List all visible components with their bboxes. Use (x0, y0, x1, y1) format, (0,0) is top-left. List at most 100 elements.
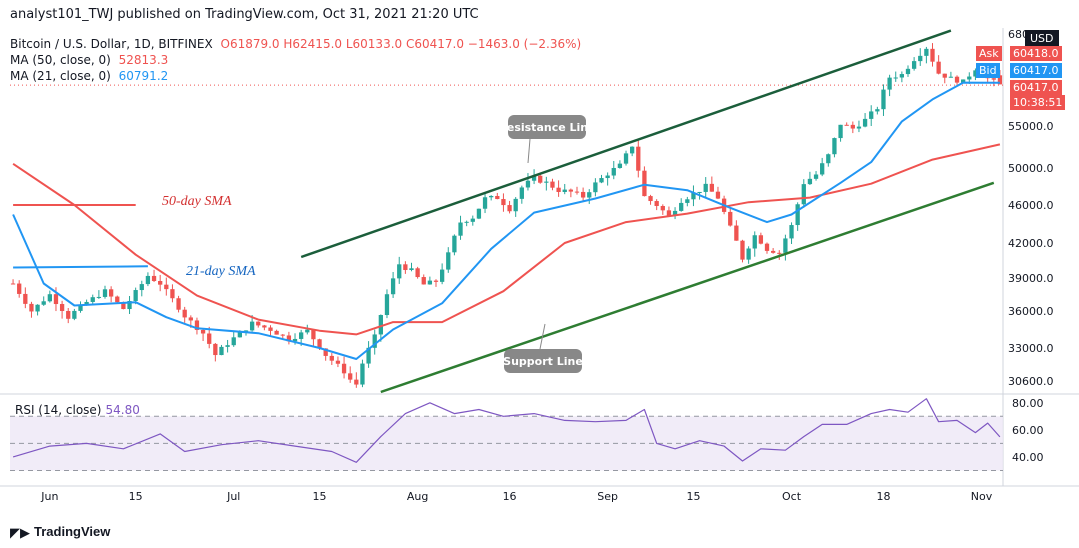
sma21-label: 21-day SMA (186, 264, 256, 279)
candle-body (905, 68, 911, 75)
candle-body (587, 192, 592, 198)
candle-body (96, 296, 102, 298)
rsi-label: RSI (14, close) (15, 403, 102, 417)
candle-body (53, 294, 59, 305)
time-tick: 15 (313, 490, 327, 503)
candle-body (41, 301, 46, 305)
price-tick: 46000.0 (1008, 199, 1054, 212)
candle-body (636, 146, 641, 171)
ma21-legend: MA (21, close, 0) 60791.2 (10, 69, 168, 83)
publish-header: analyst101_TWJ published on TradingView.… (0, 0, 1079, 28)
support-callout: Support Line (503, 355, 583, 368)
candle-body (525, 180, 531, 188)
candle-body (746, 248, 751, 260)
price-tick: 39000.0 (1008, 272, 1054, 285)
time-tick: 15 (686, 490, 700, 503)
candle-body (188, 317, 193, 321)
candle-body (317, 339, 322, 349)
time-tick: Aug (407, 490, 428, 503)
resistance-callout: Resistance Line (498, 121, 595, 134)
candle-body (752, 235, 757, 249)
candle-body (29, 303, 34, 312)
candle-body (728, 211, 733, 226)
candle-body (648, 196, 653, 202)
candle-body (323, 348, 328, 356)
candle-body (182, 309, 187, 318)
candle-body (47, 294, 52, 302)
candle-body (397, 264, 402, 279)
support-callout-box (504, 349, 582, 373)
candle-body (623, 153, 629, 164)
candle-body (164, 284, 169, 290)
candle-body (35, 304, 40, 312)
resistance-callout-box (508, 115, 586, 139)
currency-badge[interactable]: USD (1025, 30, 1059, 47)
candle-body (366, 347, 371, 364)
candle-body (501, 199, 506, 206)
time-tick: 18 (876, 490, 890, 503)
candle-body (213, 343, 218, 356)
last-price: 60417.0 (1010, 80, 1062, 95)
candle-body (243, 330, 249, 332)
candle-body (826, 154, 831, 164)
candle-body (930, 48, 935, 62)
price-tick: 42000.0 (1008, 237, 1054, 250)
candle-body (580, 191, 586, 198)
candle-body (311, 329, 316, 340)
candle-body (84, 301, 89, 305)
rsi-value: 54.80 (105, 403, 140, 417)
candle-body (703, 183, 708, 192)
price-chart[interactable]: Resistance Line Support Line 50-day SMA 21-… (0, 28, 1079, 518)
candle-body (531, 175, 537, 181)
candle-body (452, 235, 457, 253)
candle-body (918, 55, 923, 62)
candle-body (299, 332, 304, 339)
ma21-line (12, 81, 1000, 360)
support-line (380, 181, 995, 394)
candle-body (544, 181, 549, 183)
candle-body (237, 331, 243, 338)
candle-body (439, 269, 445, 282)
candle-body (844, 124, 849, 126)
candle-body (170, 289, 175, 299)
candle-body (489, 195, 494, 198)
resistance-line (300, 29, 952, 259)
candle-body (72, 310, 77, 319)
candle-body (789, 225, 794, 239)
publish-info: analyst101_TWJ published on TradingView.… (10, 7, 479, 22)
candle-body (286, 335, 292, 342)
candle-body (139, 284, 144, 291)
candle-body (605, 175, 610, 179)
candle-body (10, 283, 16, 285)
candle-body (654, 201, 659, 207)
candle-body (78, 304, 83, 311)
candle-body (568, 189, 574, 192)
tradingview-logo-icon[interactable]: ◤▶ (10, 525, 30, 540)
candle-body (764, 243, 770, 251)
candle-body (372, 334, 377, 348)
price-tick: 55000.0 (1008, 120, 1054, 133)
candle-body (887, 77, 892, 90)
symbol-name: Bitcoin / U.S. Dollar, 1D, BITFINEX (10, 37, 213, 51)
price-tick: 50000.0 (1008, 162, 1054, 175)
candle-body (519, 187, 524, 199)
candle-body (102, 289, 108, 297)
candle-body (574, 191, 580, 193)
candle-body (145, 275, 151, 285)
candle-body (550, 181, 555, 188)
bid-label: Bid (976, 63, 1000, 78)
candle-body (292, 338, 298, 342)
candle-body (360, 363, 365, 385)
candle-body (997, 75, 1003, 85)
candle-body (495, 195, 500, 200)
ohlc-values: O61879.0 H62415.0 L60133.0 C60417.0 −146… (220, 37, 582, 51)
candle-body (127, 300, 132, 310)
candle-body (458, 222, 463, 236)
candle-body (66, 310, 71, 319)
candle-body (200, 329, 206, 334)
tradingview-brand[interactable]: TradingView (34, 524, 111, 539)
candle-body (207, 333, 212, 344)
support-pointer (539, 323, 546, 350)
candle-body (967, 76, 972, 80)
candle-body (924, 48, 929, 56)
